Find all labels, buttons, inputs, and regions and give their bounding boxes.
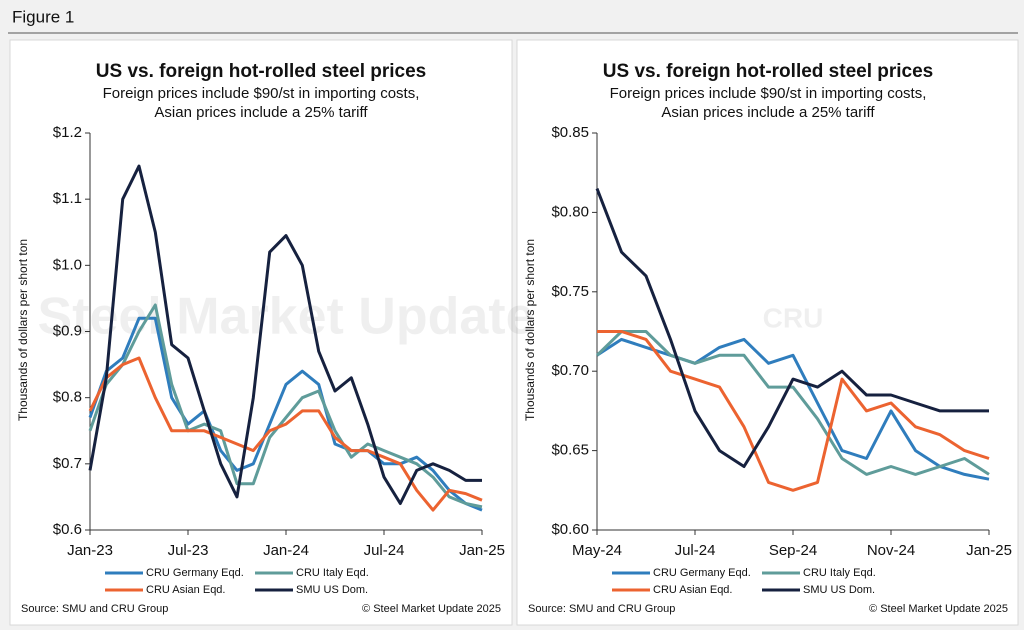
y-tick-label: $0.65 — [551, 442, 589, 459]
chart-subtitle: Foreign prices include $90/st in importi… — [103, 85, 420, 102]
x-tick-label: Jul-23 — [168, 542, 209, 559]
y-tick-label: $0.7 — [53, 455, 82, 472]
series-line — [88, 303, 483, 509]
series-line — [596, 337, 990, 481]
legend-label: CRU Germany Eqd. — [653, 567, 751, 579]
y-tick-label: $1.0 — [53, 256, 82, 273]
legend-label: SMU US Dom. — [296, 584, 368, 596]
legend-label: CRU Germany Eqd. — [146, 567, 244, 579]
y-tick-label: $0.85 — [551, 124, 589, 141]
legend-label: CRU Italy Eqd. — [296, 567, 369, 579]
copyright: © Steel Market Update 2025 — [869, 603, 1008, 615]
x-tick-label: Jan-24 — [263, 542, 309, 559]
y-tick-label: $0.60 — [551, 521, 589, 538]
chart-title: US vs. foreign hot-rolled steel prices — [96, 61, 426, 82]
legend-label: CRU Asian Eqd. — [653, 584, 732, 596]
series-line — [597, 330, 990, 492]
copyright: © Steel Market Update 2025 — [362, 603, 501, 615]
chart-subtitle: Foreign prices include $90/st in importi… — [610, 85, 927, 102]
series-line — [88, 164, 482, 505]
x-tick-label: Jan-25 — [459, 542, 505, 559]
y-tick-label: $1.2 — [53, 124, 82, 141]
legend-label: CRU Asian Eqd. — [146, 584, 225, 596]
source: Source: SMU and CRU Group — [528, 603, 675, 615]
source: Source: SMU and CRU Group — [21, 603, 168, 615]
y-tick-label: $0.80 — [551, 203, 589, 220]
series-line — [88, 356, 483, 512]
x-tick-label: Nov-24 — [867, 542, 915, 559]
watermark: CRU — [763, 302, 824, 333]
series-line — [88, 316, 483, 512]
y-tick-label: $0.6 — [53, 521, 82, 538]
y-axis-label: Thousands of dollars per short ton — [16, 239, 30, 421]
y-tick-label: $0.75 — [551, 283, 589, 300]
legend-label: SMU US Dom. — [803, 584, 875, 596]
figure-label: Figure 1 — [12, 7, 74, 26]
chart-subtitle: Asian prices include a 25% tariff — [154, 104, 368, 121]
x-tick-label: Jan-23 — [67, 542, 113, 559]
y-tick-label: $0.9 — [53, 322, 82, 339]
x-tick-label: Jul-24 — [364, 542, 405, 559]
watermark: Steel Market Update — [37, 288, 534, 346]
x-tick-label: May-24 — [572, 542, 622, 559]
x-tick-label: Jul-24 — [675, 542, 716, 559]
chart-title: US vs. foreign hot-rolled steel prices — [603, 61, 933, 82]
legend-label: CRU Italy Eqd. — [803, 567, 876, 579]
series-line — [595, 330, 990, 476]
y-axis-label: Thousands of dollars per short ton — [523, 239, 537, 421]
y-tick-label: $1.1 — [53, 190, 82, 207]
y-tick-label: $0.70 — [551, 362, 589, 379]
x-tick-label: Sep-24 — [769, 542, 817, 559]
y-tick-label: $0.8 — [53, 389, 82, 406]
chart-subtitle: Asian prices include a 25% tariff — [661, 104, 875, 121]
series-line — [595, 188, 989, 468]
x-tick-label: Jan-25 — [966, 542, 1012, 559]
